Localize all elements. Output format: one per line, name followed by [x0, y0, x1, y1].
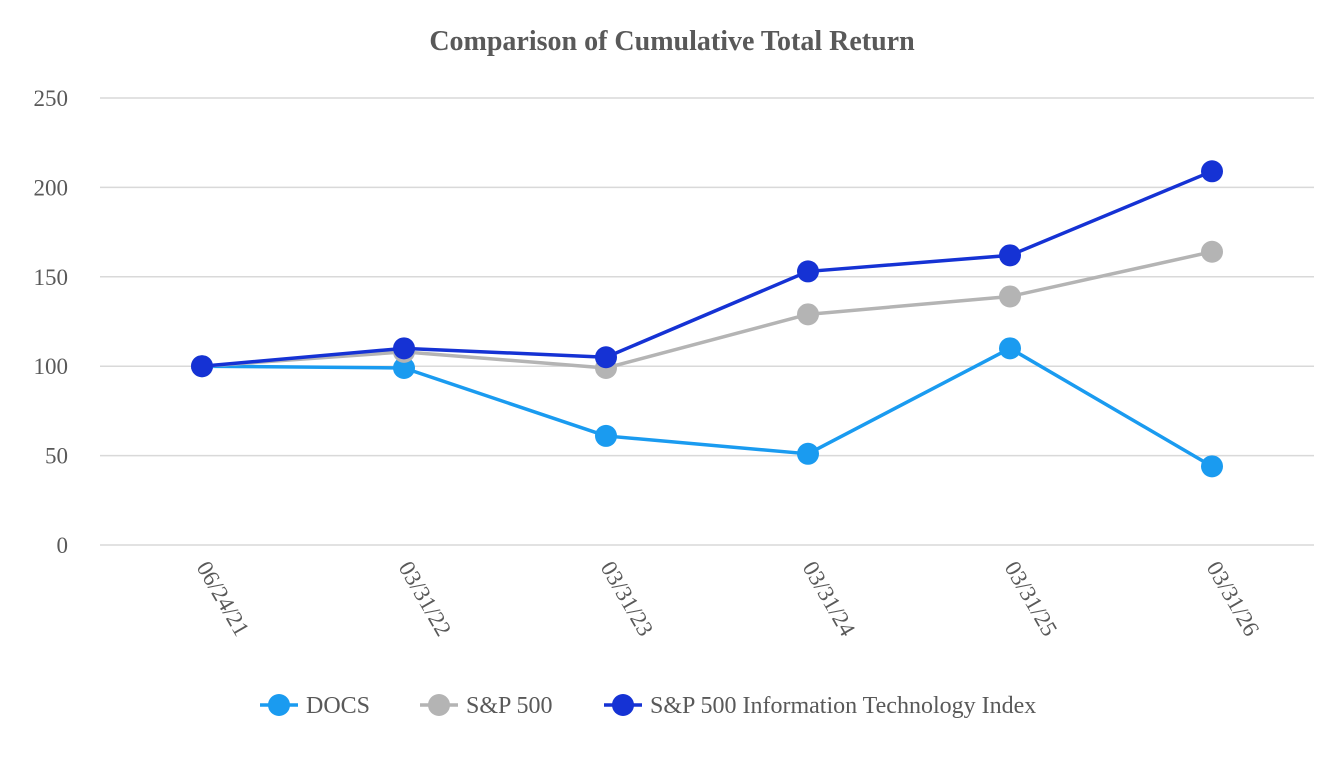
legend-swatch-marker — [428, 694, 450, 716]
x-tick-label: 06/24/21 — [192, 557, 255, 640]
y-axis-ticks: 0 50 100 150 200 250 — [34, 86, 69, 558]
data-point — [595, 424, 617, 447]
legend-label: S&P 500 — [466, 693, 552, 719]
chart-title: Comparison of Cumulative Total Return — [429, 26, 915, 57]
y-tick-label: 150 — [34, 265, 69, 290]
data-point — [999, 285, 1021, 308]
legend: DOCS S&P 500 S&P 500 Information Technolog… — [260, 693, 1036, 719]
series-s-p-500-information-technology-index — [191, 160, 1223, 378]
legend-swatch-marker — [268, 694, 290, 716]
legend-item: S&P 500 — [420, 693, 552, 719]
y-tick-label: 200 — [34, 175, 69, 200]
series-layer — [191, 160, 1223, 478]
series-line — [201, 346, 1213, 468]
data-point — [393, 356, 415, 379]
y-tick-label: 100 — [34, 354, 69, 379]
legend-label: S&P 500 Information Technology Index — [650, 693, 1036, 719]
legend-label: DOCS — [306, 693, 370, 719]
legend-item: DOCS — [260, 693, 370, 719]
data-point — [999, 244, 1021, 267]
x-tick-label: 03/31/23 — [596, 557, 659, 640]
legend-swatch-marker — [612, 694, 634, 716]
data-point — [1201, 240, 1223, 263]
y-tick-label: 50 — [45, 444, 68, 469]
data-point — [999, 337, 1021, 360]
legend-item: S&P 500 Information Technology Index — [604, 693, 1036, 719]
x-tick-label: 03/31/25 — [1000, 557, 1063, 640]
series-line — [201, 250, 1213, 370]
x-tick-label: 03/31/24 — [798, 557, 861, 641]
series-s-p-500 — [191, 240, 1223, 379]
y-tick-label: 0 — [57, 533, 69, 558]
gridlines — [100, 97, 1314, 546]
data-point — [393, 337, 415, 360]
data-point — [797, 303, 819, 326]
data-point — [1201, 455, 1223, 478]
data-point — [797, 442, 819, 465]
x-axis-ticks: 06/24/21 03/31/22 03/31/23 03/31/24 03/31/25… — [192, 557, 1265, 641]
x-tick-label: 03/31/26 — [1202, 557, 1265, 640]
x-tick-label: 03/31/22 — [394, 557, 457, 640]
data-point — [797, 260, 819, 283]
y-tick-label: 250 — [34, 86, 69, 111]
data-point — [595, 346, 617, 369]
series-line — [201, 169, 1213, 368]
data-point — [1201, 160, 1223, 183]
data-point — [191, 355, 213, 378]
